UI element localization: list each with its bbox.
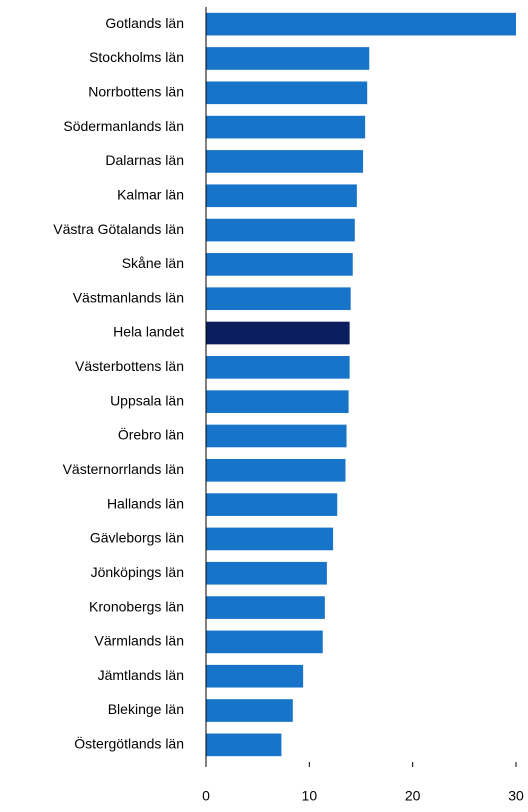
bar [206,630,323,654]
y-tick-label: Norrbottens län [88,83,184,99]
bar [206,733,282,757]
bar [206,115,366,139]
y-tick-label: Stockholms län [89,49,184,65]
bar [206,424,347,448]
y-tick-label: Skåne län [122,255,184,271]
bar [206,458,346,482]
bar [206,699,293,722]
bar [206,390,349,413]
bar [206,493,338,516]
bar [206,321,350,345]
y-tick-label: Gävleborgs län [90,530,184,546]
bar [206,81,368,105]
bar [206,664,304,688]
y-tick-label: Södermanlands län [63,118,184,134]
y-tick-label: Kronobergs län [89,598,184,614]
bar [206,184,357,208]
y-tick-label: Örebro län [118,426,184,443]
bar [206,596,325,619]
x-tick-label: 30 [508,788,524,804]
bar [206,12,516,36]
bar [206,287,351,311]
y-tick-label: Östergötlands län [74,735,184,752]
y-tick-label: Jönköpings län [91,564,184,580]
bar [206,150,364,173]
y-tick-label: Västra Götalands län [53,221,184,237]
bar [206,253,353,276]
y-tick-label: Västerbottens län [75,358,184,374]
y-tick-label: Blekinge län [108,701,184,717]
y-tick-label: Västmanlands län [73,289,184,305]
y-tick-label: Gotlands län [105,15,184,31]
bar [206,356,350,379]
y-tick-label: Dalarnas län [105,152,184,168]
bar [206,218,355,242]
bar [206,561,327,585]
x-tick-label: 0 [202,788,210,804]
y-tick-label: Hela landet [113,324,184,340]
y-tick-label: Västernorrlands län [63,461,184,477]
bar [206,47,370,70]
x-tick-label: 20 [405,788,421,804]
bar [206,527,334,551]
y-tick-label: Hallands län [107,495,184,511]
y-tick-label: Uppsala län [110,392,184,408]
x-tick-label: 10 [302,788,318,804]
y-tick-label: Kalmar län [117,186,184,202]
y-tick-label: Jämtlands län [98,667,184,683]
y-tick-label: Värmlands län [95,633,185,649]
